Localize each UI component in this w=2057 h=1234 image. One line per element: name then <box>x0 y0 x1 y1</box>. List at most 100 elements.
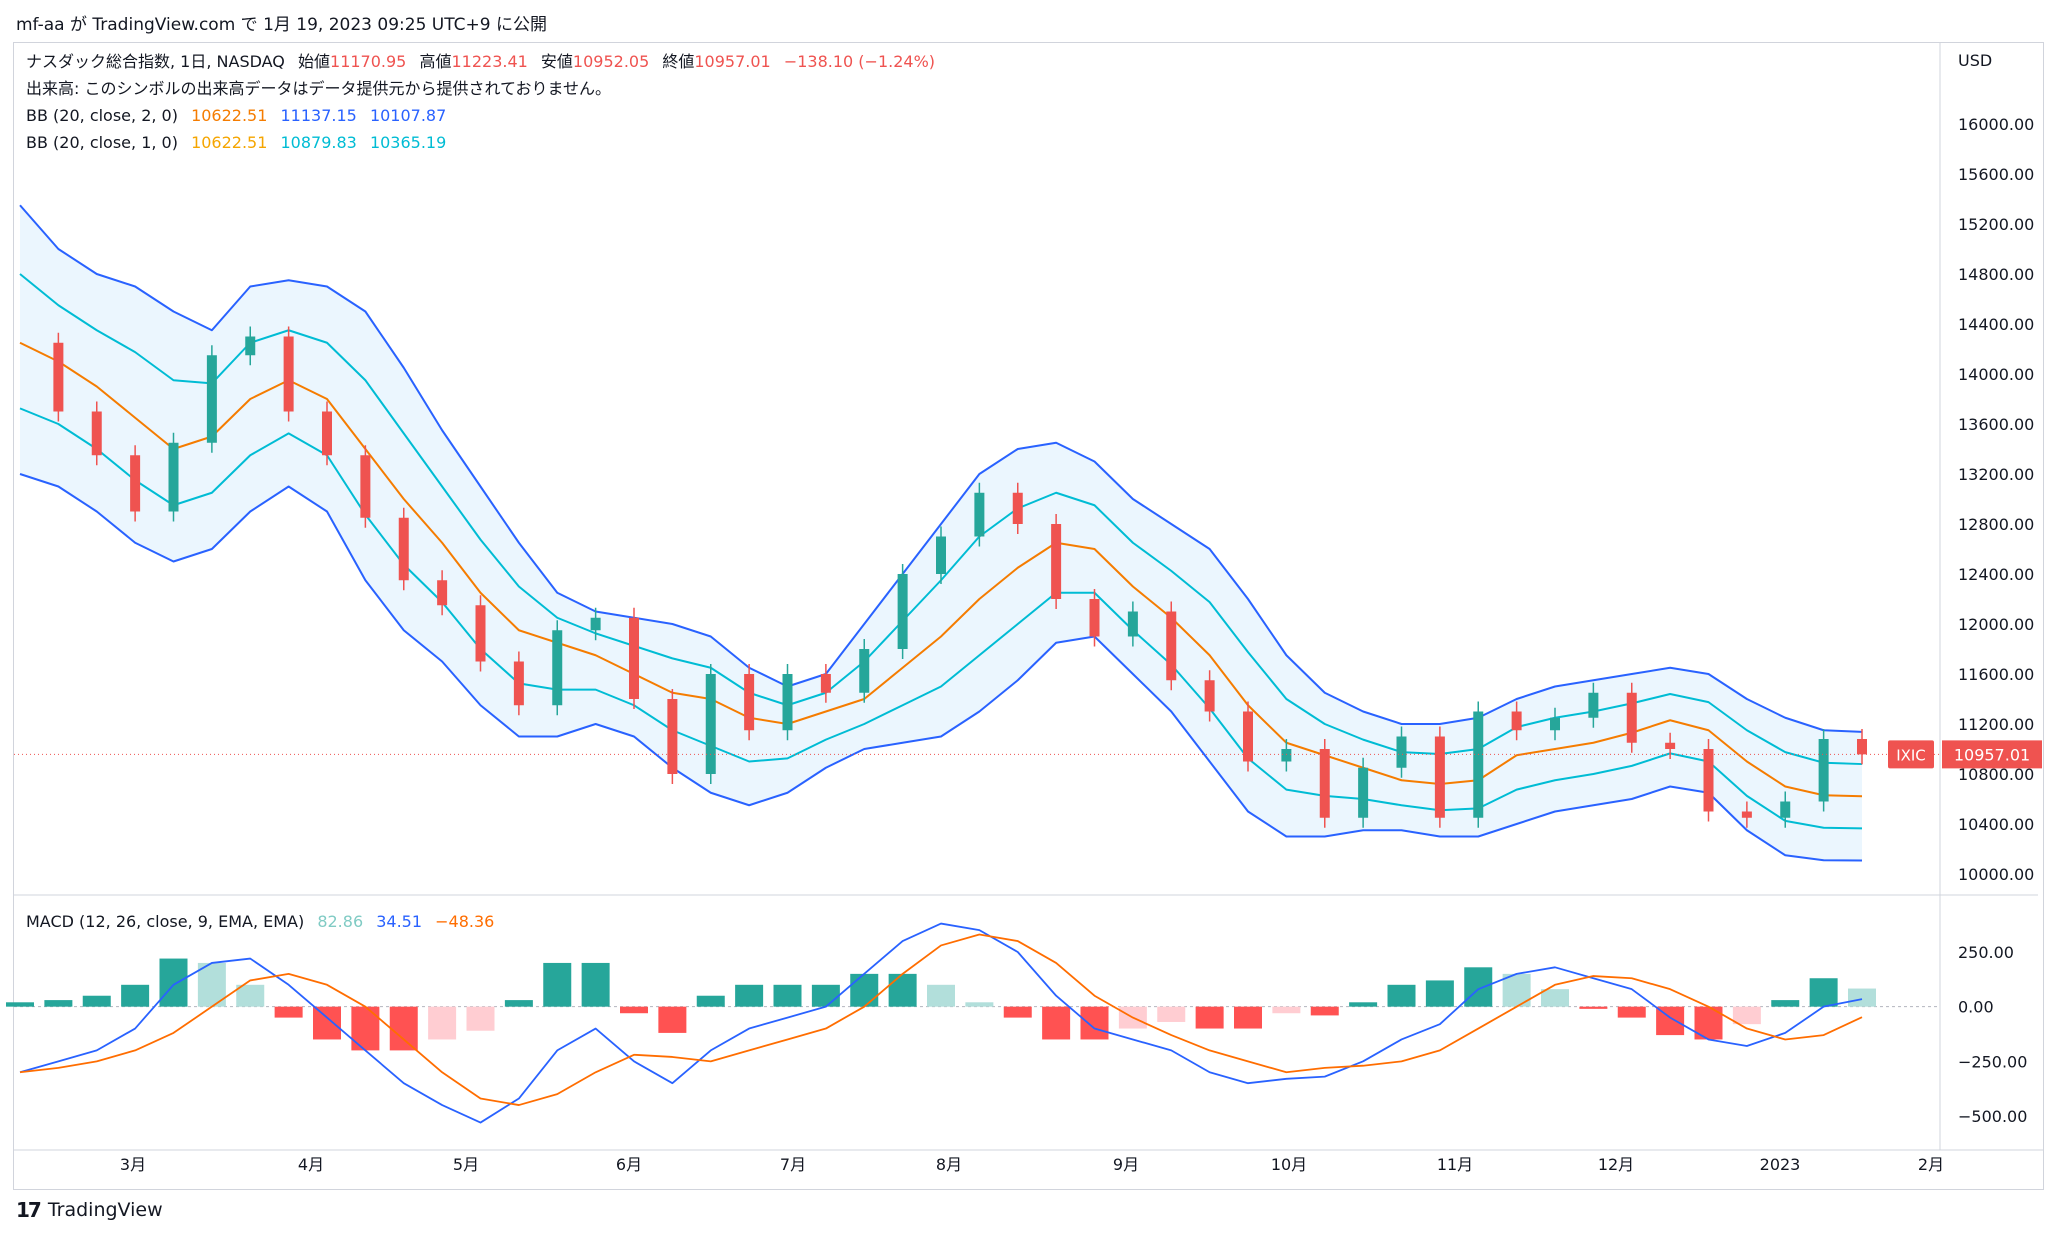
price-tick-label: 11200.00 <box>1958 715 2034 734</box>
candle-up <box>974 492 985 537</box>
bb2-legend-row[interactable]: BB (20, close, 1, 0) 10622.51 10879.83 1… <box>26 133 943 153</box>
bb1-upper-value: 11137.15 <box>280 106 357 125</box>
candle-down <box>1243 711 1253 762</box>
candle-down <box>322 411 332 456</box>
time-tick-label: 5月 <box>453 1155 479 1174</box>
price-tick-label: 12400.00 <box>1958 565 2034 584</box>
price-tick-label: 15200.00 <box>1958 215 2034 234</box>
symbol-badge-text: IXIC <box>1896 746 1926 764</box>
price-tick-label: 15600.00 <box>1958 165 2034 184</box>
candle-down <box>437 580 448 606</box>
candle-down <box>1703 749 1714 812</box>
candle-up <box>1281 749 1292 762</box>
macd-histogram-bar <box>1349 1002 1378 1007</box>
macd-histogram-bar <box>1080 1006 1109 1040</box>
macd-histogram-bar <box>773 984 802 1007</box>
candle-down <box>475 605 486 662</box>
macd-histogram-bar <box>1042 1006 1071 1040</box>
candle-up <box>705 674 716 774</box>
macd-histogram-bar <box>1157 1006 1186 1022</box>
candle-up <box>1588 692 1599 718</box>
candle-down <box>744 674 755 731</box>
candle-up <box>1473 711 1484 818</box>
volume-note: 出来高: このシンボルの出来高データはデータ提供元から提供されておりません。 <box>26 79 612 98</box>
macd-legend[interactable]: MACD (12, 26, close, 9, EMA, EMA) 82.86 … <box>26 912 502 932</box>
macd-histogram-bar <box>1003 1006 1032 1018</box>
candle-down <box>398 517 409 581</box>
tradingview-logo-icon: 17 <box>16 1198 42 1222</box>
candle-down <box>1857 739 1867 755</box>
macd-histogram-bar <box>581 962 610 1007</box>
chart-frame[interactable] <box>13 42 2044 1190</box>
macd-label: MACD (12, 26, close, 9, EMA, EMA) <box>26 912 305 931</box>
candle-up <box>590 617 601 631</box>
macd-hist-value: 82.86 <box>317 912 364 931</box>
candle-down <box>629 617 639 699</box>
publish-header: mf-aa が TradingView.com で 1月 19, 2023 09… <box>16 15 547 35</box>
macd-histogram-bar <box>1195 1006 1224 1029</box>
candle-up <box>1358 767 1369 818</box>
price-tick-label: 14000.00 <box>1958 365 2034 384</box>
macd-histogram-bar <box>1272 1006 1301 1014</box>
candle-up <box>1396 736 1407 768</box>
candle-down <box>283 336 294 412</box>
candle-up <box>168 442 179 512</box>
candle-down <box>1166 611 1177 681</box>
price-tick-label: 10800.00 <box>1958 765 2034 784</box>
candle-down <box>1665 742 1676 749</box>
macd-histogram-bar <box>389 1006 418 1051</box>
candle-up <box>897 574 908 649</box>
macd-histogram-bar <box>850 973 879 1007</box>
macd-histogram-bar <box>274 1006 303 1018</box>
macd-histogram-bar <box>1387 984 1416 1007</box>
macd-histogram-bar <box>965 1002 994 1007</box>
bb-upper-line <box>19 204 1863 733</box>
candle-up <box>245 336 256 356</box>
macd-histogram-bar <box>1234 1006 1262 1029</box>
bb1-label: BB (20, close, 2, 0) <box>26 106 178 125</box>
macd-histogram-bar <box>1464 967 1493 1007</box>
bb2-basis-value: 10622.51 <box>191 133 268 152</box>
macd-histogram-bar <box>1541 989 1569 1007</box>
main-legend: ナスダック総合指数, 1日, NASDAQ 始値11170.95 高値11223… <box>26 52 943 153</box>
macd-histogram-bar <box>696 995 725 1007</box>
macd-histogram-bar <box>466 1006 495 1031</box>
macd-histogram-bar <box>927 984 955 1007</box>
time-tick-label: 3月 <box>120 1155 146 1174</box>
candle-up <box>782 674 793 731</box>
bb2-label: BB (20, close, 1, 0) <box>26 133 178 152</box>
macd-histogram-bar <box>44 1000 73 1007</box>
macd-histogram-bar <box>121 984 150 1007</box>
candle-up <box>1127 611 1138 637</box>
last-price-badge <box>1942 740 2042 769</box>
macd-histogram-bar <box>1809 978 1838 1007</box>
candle-down <box>1626 692 1637 743</box>
candle-down <box>130 455 141 512</box>
bb-basis-line <box>19 341 1863 798</box>
macd-histogram-bar <box>159 958 188 1007</box>
macd-histogram-bar <box>1771 1000 1800 1007</box>
symbol-badge <box>1888 740 1934 769</box>
candle-down <box>513 661 524 706</box>
bb1-legend-row[interactable]: BB (20, close, 2, 0) 10622.51 11137.15 1… <box>26 106 943 126</box>
candle-down <box>1051 524 1062 599</box>
price-tick-label: 10400.00 <box>1958 815 2034 834</box>
macd-histogram-bar <box>1310 1006 1339 1016</box>
price-tick-label: 14800.00 <box>1958 265 2034 284</box>
bb2-upper-value: 10879.83 <box>280 133 357 152</box>
price-tick-label: 14400.00 <box>1958 315 2034 334</box>
macd-histogram-bar <box>236 984 265 1007</box>
candle-up <box>1780 801 1791 818</box>
macd-histogram-bar <box>658 1006 687 1033</box>
tradingview-footer[interactable]: 17 TradingView <box>16 1198 163 1222</box>
candle-down <box>91 411 102 456</box>
ohlc-legend-row: ナスダック総合指数, 1日, NASDAQ 始値11170.95 高値11223… <box>26 52 943 72</box>
candle-down <box>667 699 678 774</box>
macd-histogram-bar <box>620 1006 648 1014</box>
candle-down <box>1741 811 1752 818</box>
candle-down <box>1204 680 1215 712</box>
macd-histogram-bar <box>735 984 764 1007</box>
macd-signal-line <box>19 933 1863 1106</box>
macd-tick-label: 0.00 <box>1958 998 1994 1017</box>
